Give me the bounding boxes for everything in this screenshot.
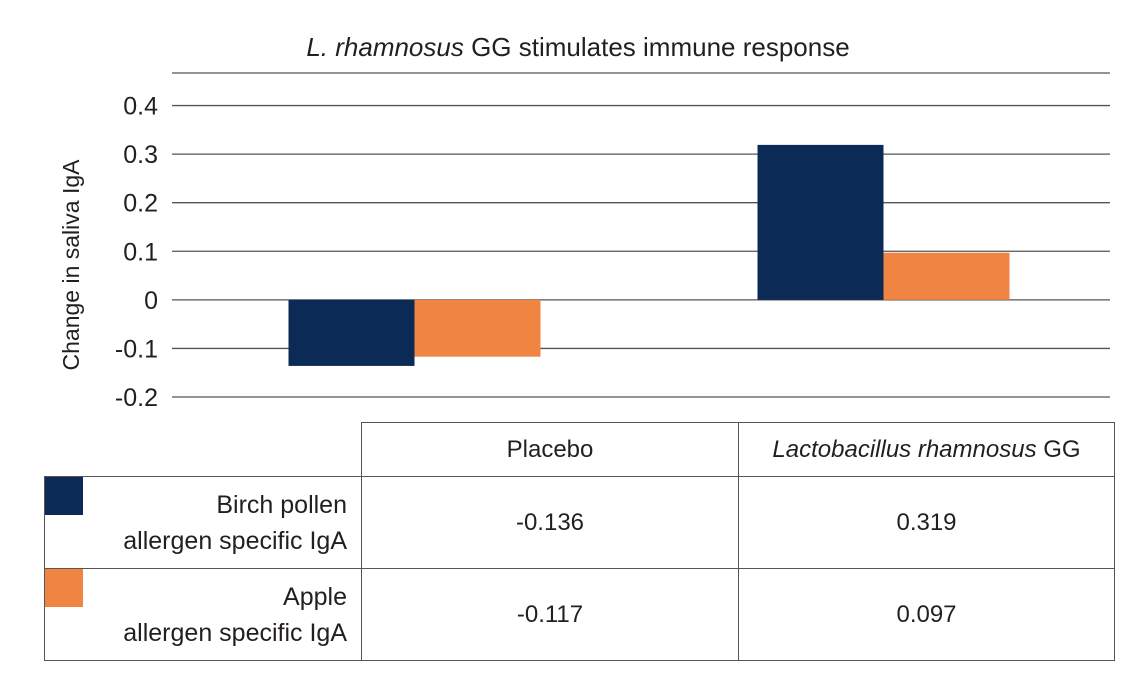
legend-label-birch: Birch pollen allergen specific IgA	[123, 487, 347, 559]
legend-label-line: allergen specific IgA	[123, 526, 347, 555]
table-corner	[45, 423, 362, 477]
legend-swatch-birch	[45, 477, 83, 515]
header-lgg: Lactobacillus rhamnosus GG	[738, 422, 1115, 477]
y-tick-labels: 0.4 0.3 0.2 0.1 0 -0.1 -0.2	[115, 93, 158, 412]
header-lgg-italic: Lactobacillus rhamnosus	[772, 435, 1037, 463]
y-axis-label: Change in saliva IgA	[58, 159, 84, 371]
legend-label-line: Apple	[283, 582, 347, 611]
cell-apple-lgg: 0.097	[738, 568, 1115, 661]
bar-apple-placebo	[414, 299, 541, 357]
data-table: Placebo Lactobacillus rhamnosus GG Birch…	[44, 422, 1115, 661]
y-tick-label: -0.2	[115, 384, 158, 412]
table-row: Apple allergen specific IgA -0.117 0.097	[44, 568, 1115, 661]
header-lgg-rest: GG	[1036, 435, 1081, 463]
bars	[288, 144, 1010, 366]
legend-label-line: allergen specific IgA	[123, 618, 347, 647]
y-tick-label: 0.2	[123, 190, 158, 218]
cell-birch-placebo: -0.136	[361, 476, 739, 569]
bar-apple-lgg	[883, 252, 1010, 300]
y-tick-label: 0.1	[123, 238, 158, 266]
table-header-row: Placebo Lactobacillus rhamnosus GG	[45, 422, 1115, 477]
chart-title: L. rhamnosus GG stimulates immune respon…	[306, 32, 849, 62]
chart: L. rhamnosus GG stimulates immune respon…	[58, 32, 1110, 412]
cell-apple-placebo: -0.117	[361, 568, 739, 661]
bar-birch-lgg	[757, 144, 884, 300]
header-placebo: Placebo	[361, 422, 739, 477]
y-tick-label: 0.3	[123, 141, 158, 169]
legend-label-apple: Apple allergen specific IgA	[123, 579, 347, 651]
y-tick-label: -0.1	[115, 335, 158, 363]
legend-label-line: Birch pollen	[216, 490, 347, 519]
legend-cell-apple: Apple allergen specific IgA	[44, 568, 362, 661]
table-row: Birch pollen allergen specific IgA -0.13…	[44, 476, 1115, 569]
y-tick-label: 0.4	[123, 93, 158, 121]
y-tick-label: 0	[144, 287, 158, 315]
bar-birch-placebo	[288, 299, 415, 366]
legend-cell-birch: Birch pollen allergen specific IgA	[44, 476, 362, 569]
cell-birch-lgg: 0.319	[738, 476, 1115, 569]
legend-swatch-apple	[45, 569, 83, 607]
